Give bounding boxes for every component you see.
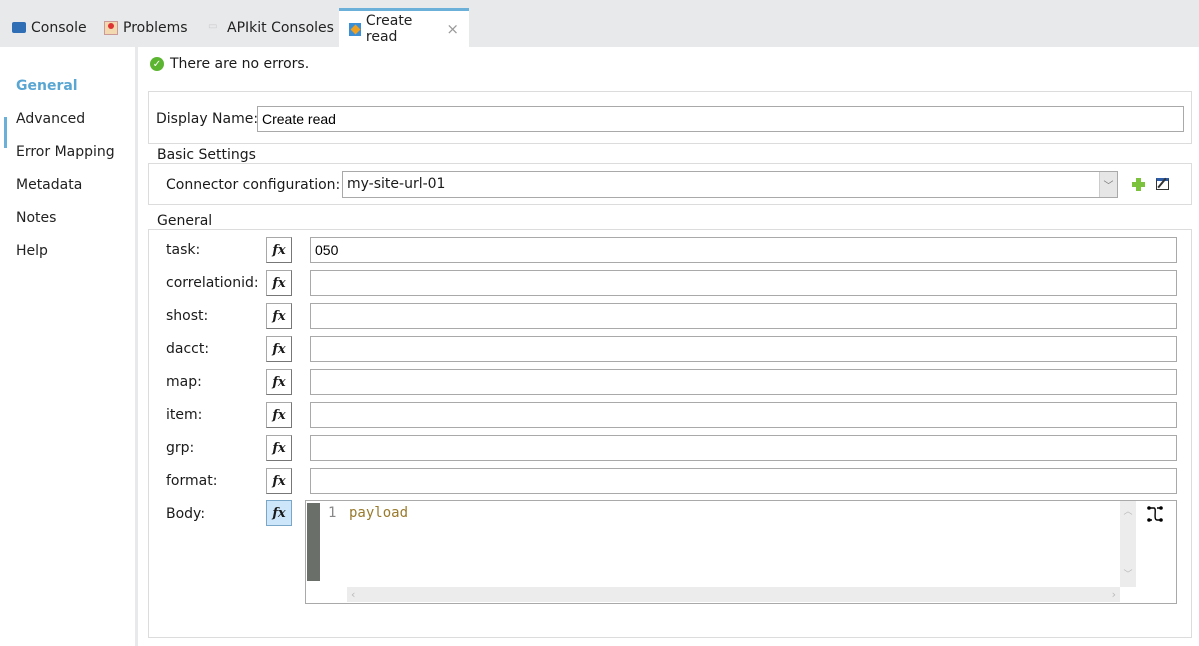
basic-settings-legend: Basic Settings [154,147,259,163]
fx-toggle[interactable]: fx [266,369,292,395]
nav-item-help[interactable]: Help [16,243,48,259]
field-label: correlationid: [166,275,259,291]
fx-toggle[interactable]: fx [266,435,292,461]
sidebar: General Advanced Error Mapping Metadata … [0,47,138,646]
nav-item-error-mapping[interactable]: Error Mapping [16,144,115,160]
problems-icon [104,20,118,35]
fx-toggle[interactable]: fx [266,402,292,428]
field-input[interactable] [310,237,1177,263]
field-label: map: [166,374,202,390]
field-input[interactable] [310,435,1177,461]
field-label: task: [166,242,201,258]
editor-gutter-marker [307,503,320,581]
field-label: format: [166,473,218,489]
tab-problems[interactable]: Problems [94,8,198,47]
edit-config-icon[interactable] [1156,177,1169,190]
basic-settings-section [148,163,1192,205]
general-section [148,229,1192,638]
vertical-scrollbar[interactable]: ︿ ﹀ [1120,501,1136,587]
tab-bar: Console Problems ▭ APIkit Consoles Creat… [0,0,1199,47]
connector-config-label: Connector configuration: [166,177,341,193]
tab-create-read[interactable]: Create read × [339,8,469,47]
nav-item-advanced[interactable]: Advanced [16,111,86,127]
field-input[interactable] [310,468,1177,494]
field-input[interactable] [310,336,1177,362]
fx-toggle[interactable]: fx [266,336,292,362]
fx-toggle-body[interactable]: fx [266,500,292,526]
line-number: 1 [328,505,337,521]
apikit-icon: ▭ [208,20,218,32]
nav-item-general[interactable]: General [16,78,78,94]
code-text: payload [349,505,409,521]
fx-toggle[interactable]: fx [266,270,292,296]
general-legend: General [154,213,216,229]
field-input[interactable] [310,369,1177,395]
check-circle-icon: ✓ [150,57,164,71]
tab-label: Problems [123,19,188,36]
nav-item-metadata[interactable]: Metadata [16,177,83,193]
selection-indicator [4,117,7,148]
fx-toggle[interactable]: fx [266,237,292,263]
field-label: shost: [166,308,209,324]
field-input[interactable] [310,303,1177,329]
tab-label: APIkit Consoles [227,19,334,36]
close-icon[interactable]: × [446,20,459,38]
tab-label: Create read [365,13,413,45]
connector-config-value: my-site-url-01 [347,176,446,192]
connector-config-select[interactable]: my-site-url-01 ﹀ [342,171,1118,198]
fx-toggle[interactable]: fx [266,468,292,494]
status-message: ✓ There are no errors. [150,56,309,72]
fx-toggle[interactable]: fx [266,303,292,329]
add-config-icon[interactable] [1132,178,1145,191]
body-label: Body: [166,506,206,522]
transform-mapping-icon[interactable] [1146,505,1164,523]
console-icon [12,22,26,33]
field-label: grp: [166,440,195,456]
display-name-input[interactable] [257,106,1184,132]
nav-item-notes[interactable]: Notes [16,210,57,226]
body-editor[interactable]: 1 payload ︿ ﹀ ‹ › [305,500,1177,604]
field-input[interactable] [310,402,1177,428]
field-input[interactable] [310,270,1177,296]
chevron-down-icon[interactable]: ﹀ [1099,172,1117,197]
connector-icon [349,22,361,36]
field-label: dacct: [166,341,210,357]
display-name-section [148,91,1192,144]
display-name-label: Display Name: [156,111,259,127]
tab-console[interactable]: Console [2,8,97,47]
horizontal-scrollbar[interactable]: ‹ › [347,587,1120,602]
field-label: item: [166,407,203,423]
tab-apikit-consoles[interactable]: ▭ APIkit Consoles [198,8,344,47]
tab-label: Console [31,19,87,36]
status-text: There are no errors. [170,56,310,72]
